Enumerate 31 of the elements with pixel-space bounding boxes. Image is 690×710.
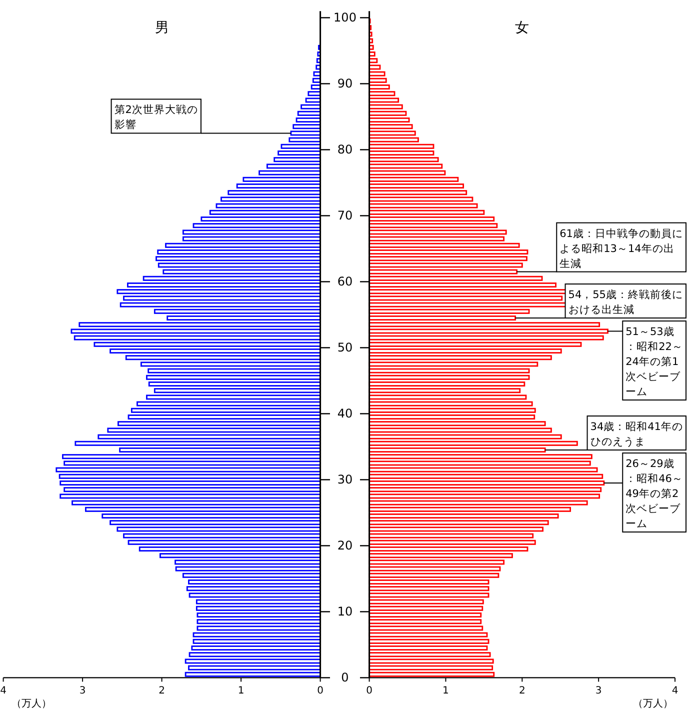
x-axis-title: （万人） — [633, 698, 673, 710]
text: 男 — [154, 20, 169, 36]
y-tick-label: 40 — [337, 406, 353, 421]
y-tick-label: 80 — [337, 142, 353, 157]
annotation: 第2次世界大戦の影響 — [114, 103, 198, 132]
y-tick-label: 0 — [341, 670, 349, 685]
x-tick-label: 1 — [238, 686, 244, 697]
y-tick-label: 30 — [337, 472, 353, 487]
x-tick-label: 2 — [518, 686, 526, 697]
x-tick-label: 4 — [672, 686, 678, 697]
annotation: 51～53歳：昭和22～24年の第1次ベビーブーム — [626, 325, 683, 398]
x-tick-label: 0 — [366, 686, 372, 697]
annotation: 34歳：昭和41年のひのえうま — [590, 420, 683, 448]
annotation: 54，55歳：終戦前後における出生減 — [568, 288, 683, 316]
x-tick-label: 3 — [79, 686, 86, 697]
x-tick-label: 4 — [0, 686, 6, 697]
y-tick-label: 20 — [337, 538, 353, 553]
text: 女 — [515, 20, 530, 36]
x-tick-label: 2 — [158, 686, 165, 697]
y-tick-label: 100 — [334, 10, 356, 25]
x-axis-title: （万人） — [11, 698, 52, 710]
y-tick-label: 90 — [337, 76, 353, 91]
y-tick-label: 70 — [337, 208, 353, 223]
annotation: 61歳：日中戦争の動員による昭和13～14年の出生減 — [560, 226, 683, 270]
x-tick-label: 1 — [442, 686, 449, 697]
x-tick-label: 0 — [317, 686, 324, 697]
x-tick-label: 3 — [595, 686, 602, 697]
annotation: 26～29歳：昭和46～49年の第2次ベビーブーム — [626, 457, 683, 530]
y-tick-label: 10 — [337, 604, 353, 619]
y-tick-label: 60 — [337, 274, 353, 289]
y-tick-label: 50 — [337, 340, 353, 355]
